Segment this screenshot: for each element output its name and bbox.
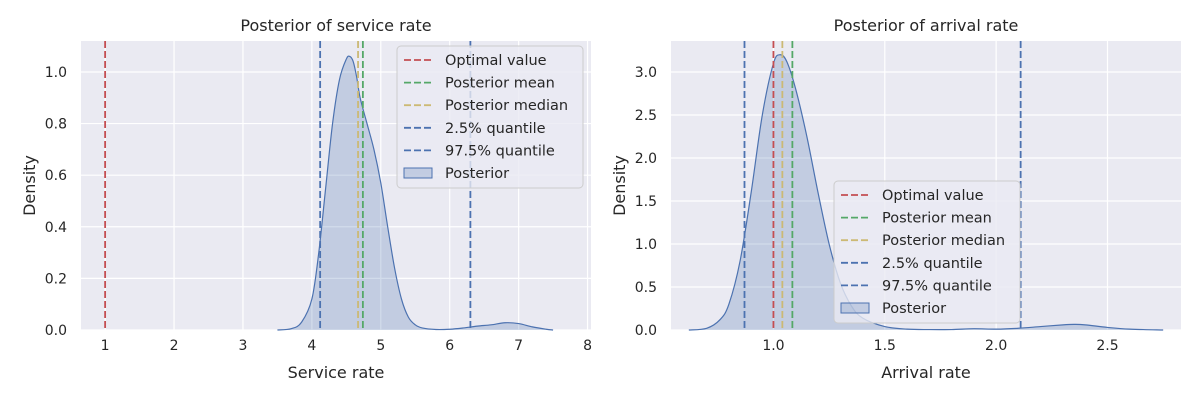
y-tick-label: 0.4 (45, 220, 67, 236)
legend-item: Posterior (403, 166, 509, 182)
legend-item: Posterior median (404, 98, 568, 114)
y-tick-label: 1.0 (45, 65, 67, 81)
legend-label: Posterior mean (445, 76, 555, 92)
chart-title: Posterior of service rate (240, 16, 431, 35)
x-axis-label: Arrival rate (881, 363, 971, 382)
legend-item: Posterior (840, 301, 946, 317)
x-tick-label: 5 (376, 338, 385, 354)
legend-label: Optimal value (882, 188, 984, 204)
legend: Optimal value Posterior mean Posterior med… (833, 180, 1021, 324)
x-tick-label: 2.0 (985, 338, 1007, 354)
y-tick-label: 1.0 (635, 237, 657, 253)
x-tick-label: 7 (514, 338, 523, 354)
x-tick-label: 2 (170, 338, 179, 354)
x-tick-label: 6 (445, 338, 454, 354)
y-tick-label: 0.6 (45, 168, 67, 184)
legend: Optimal value Posterior mean Posterior med… (396, 45, 584, 189)
x-tick-label: 1.5 (874, 338, 896, 354)
legend-item: 2.5% quantile (841, 256, 983, 272)
posterior-density-line (277, 55, 554, 331)
legend-item: 2.5% quantile (404, 121, 546, 137)
legend-box (833, 180, 1021, 324)
x-tick-label: 3 (238, 338, 247, 354)
y-tick-label: 1.5 (635, 194, 657, 210)
legend-item: 97.5% quantile (841, 278, 992, 294)
legend-label: Posterior (445, 166, 509, 182)
x-tick-label: 8 (583, 338, 592, 354)
legend-label: 97.5% quantile (445, 143, 555, 159)
y-axis-label: Density (20, 155, 39, 216)
legend-item: Optimal value (404, 53, 547, 69)
y-tick-label: 0.5 (635, 280, 657, 296)
y-tick-label: 0.0 (45, 323, 67, 339)
legend-item: Posterior mean (404, 76, 555, 92)
legend-label: Posterior median (882, 233, 1005, 249)
legend-label: Optimal value (445, 53, 547, 69)
x-tick-label: 1.0 (762, 338, 784, 354)
legend-label: Posterior median (445, 98, 568, 114)
x-tick-label: 2.5 (1096, 338, 1118, 354)
y-tick-label: 0.8 (45, 117, 67, 133)
legend-swatch-patch (403, 167, 433, 179)
y-axis-label: Density (610, 155, 629, 216)
subplot-2: 1.0 1.5 2.0 2.5 0.0 0.5 1.0 1.5 2.0 2.5 3.0 Posteri… (610, 16, 1181, 382)
legend-label: Posterior (882, 301, 946, 317)
x-axis-label: Service rate (288, 363, 385, 382)
subplot-1: 1 2 3 4 5 6 7 8 0.0 0.2 0.4 0.6 0.8 1.0 Posterior of s… (20, 16, 592, 382)
y-tick-label: 2.5 (635, 108, 657, 124)
x-tick-label: 4 (307, 338, 316, 354)
y-tick-label: 2.0 (635, 151, 657, 167)
legend-label: 2.5% quantile (882, 256, 983, 272)
legend-item: 97.5% quantile (404, 143, 555, 159)
posterior-density-area (277, 56, 554, 330)
legend-label: 2.5% quantile (445, 121, 546, 137)
legend-item: Posterior mean (841, 211, 992, 227)
y-tick-label: 3.0 (635, 65, 657, 81)
legend-box (396, 45, 584, 189)
posterior-density-area (688, 54, 1164, 330)
legend-item: Posterior median (841, 233, 1005, 249)
y-tick-label: 0.2 (45, 271, 67, 287)
legend-label: 97.5% quantile (882, 278, 992, 294)
legend-swatch-patch (840, 302, 870, 314)
legend-label: Posterior mean (882, 211, 992, 227)
legend-item: Optimal value (841, 188, 984, 204)
x-tick-label: 1 (101, 338, 110, 354)
chart-title: Posterior of arrival rate (834, 16, 1019, 35)
y-tick-label: 0.0 (635, 323, 657, 339)
